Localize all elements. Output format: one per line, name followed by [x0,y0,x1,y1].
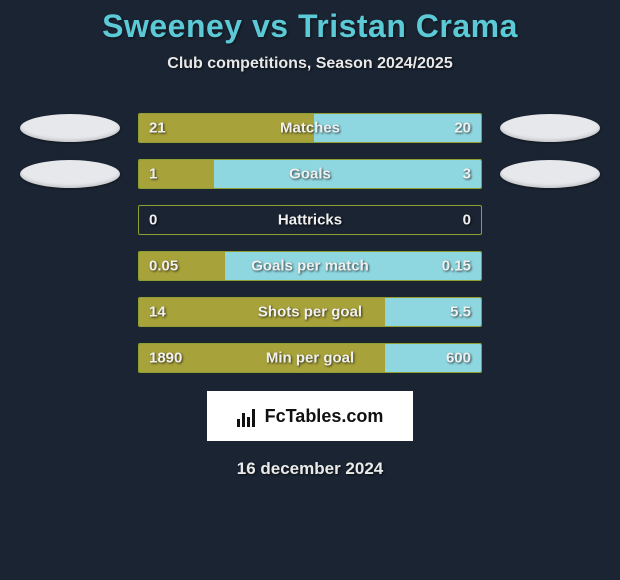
stat-value-left: 1 [149,166,157,183]
stat-bar: 1890 Min per goal 600 [138,343,482,373]
stat-label: Shots per goal [258,304,362,321]
badge-spacer [20,252,120,280]
stat-label: Goals [289,166,331,183]
stat-value-right: 600 [446,350,471,367]
stat-bar: 14 Shots per goal 5.5 [138,297,482,327]
badge-spacer [500,298,600,326]
stat-value-left: 0 [149,212,157,229]
stat-bar: 0.05 Goals per match 0.15 [138,251,482,281]
logo-text: FcTables.com [265,406,384,427]
badge-spacer [20,298,120,326]
stat-row: 0.05 Goals per match 0.15 [10,251,610,281]
badge-spacer [500,206,600,234]
player-left-badge [20,160,120,188]
bar-right-fill [214,160,481,188]
date-text: 16 december 2024 [0,459,620,479]
stat-bar: 1 Goals 3 [138,159,482,189]
page-title: Sweeney vs Tristan Crama [0,8,620,45]
stat-value-left: 1890 [149,350,182,367]
fctables-logo: FcTables.com [207,391,413,441]
chart-icon [237,405,259,427]
badge-spacer [20,344,120,372]
stat-label: Min per goal [266,350,354,367]
stat-row: 14 Shots per goal 5.5 [10,297,610,327]
stat-value-left: 14 [149,304,166,321]
stat-row: 0 Hattricks 0 [10,205,610,235]
stats-container: 21 Matches 20 1 Goals 3 0 Hatt [0,113,620,373]
stat-value-right: 0 [463,212,471,229]
stat-label: Matches [280,120,340,137]
stat-bar: 21 Matches 20 [138,113,482,143]
stat-label: Goals per match [251,258,369,275]
player-right-badge [500,160,600,188]
stat-row: 21 Matches 20 [10,113,610,143]
stat-value-right: 5.5 [450,304,471,321]
stat-label: Hattricks [278,212,342,229]
badge-spacer [500,252,600,280]
stat-value-left: 21 [149,120,166,137]
stat-row: 1 Goals 3 [10,159,610,189]
stat-row: 1890 Min per goal 600 [10,343,610,373]
stat-value-right: 20 [454,120,471,137]
stat-value-right: 3 [463,166,471,183]
badge-spacer [20,206,120,234]
stat-bar: 0 Hattricks 0 [138,205,482,235]
stat-value-left: 0.05 [149,258,178,275]
player-right-badge [500,114,600,142]
badge-spacer [500,344,600,372]
stat-value-right: 0.15 [442,258,471,275]
player-left-badge [20,114,120,142]
subtitle: Club competitions, Season 2024/2025 [0,55,620,73]
